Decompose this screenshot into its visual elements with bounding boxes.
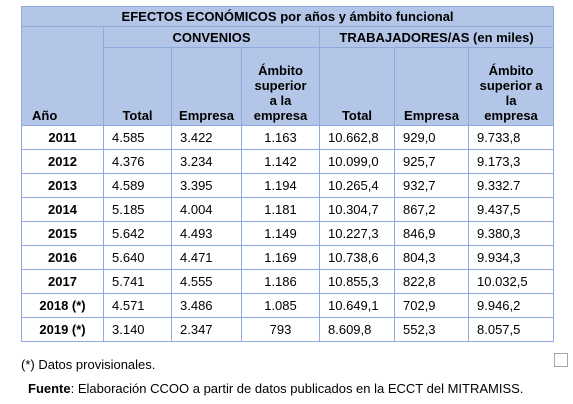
- header-ambito2-line-1: Ámbito: [488, 63, 534, 78]
- cell-convenios-total: 4.571: [103, 293, 172, 318]
- header-year: Año: [21, 26, 104, 126]
- cell-convenios-total: 4.589: [103, 173, 172, 198]
- table-title: EFECTOS ECONÓMICOS por años y ámbito fun…: [20, 6, 555, 27]
- footnote: (*) Datos provisionales.: [21, 357, 156, 372]
- cell-trabajadores-empresa: 804,3: [394, 245, 469, 270]
- cell-trabajadores-total: 10.662,8: [319, 125, 395, 150]
- row-year: 2011: [21, 125, 104, 150]
- cell-trabajadores-total: 10.304,7: [319, 197, 395, 222]
- source-text: : Elaboración CCOO a partir de datos pub…: [70, 381, 524, 396]
- source-note: Fuente: Elaboración CCOO a partir de dat…: [28, 381, 523, 396]
- header-ambito-line-3: a la: [269, 93, 292, 108]
- cell-convenios-empresa: 4.493: [171, 221, 242, 246]
- cell-trabajadores-total: 10.265,4: [319, 173, 395, 198]
- row-year: 2015: [21, 221, 104, 246]
- effects-table: EFECTOS ECONÓMICOS por años y ámbito fun…: [20, 6, 555, 342]
- cell-convenios-total: 5.642: [103, 221, 172, 246]
- cell-trabajadores-ambito: 9.946,2: [467, 293, 555, 318]
- table-row: 2011 4.585 3.422 1.163 10.662,8 929,0 9.733,8: [21, 125, 555, 150]
- corner-checkbox[interactable]: [554, 353, 568, 367]
- cell-convenios-ambito: 1.186: [241, 269, 320, 294]
- cell-convenios-empresa: 4.004: [171, 197, 242, 222]
- row-year: 2018 (*): [21, 293, 104, 318]
- table-row: 2017 5.741 4.555 1.186 10.855,3 822,8 10.032,5: [21, 269, 555, 294]
- group-convenios: CONVENIOS: [103, 26, 320, 48]
- header-ambito-line-1: Ámbito: [258, 63, 303, 78]
- cell-convenios-total: 5.185: [103, 197, 172, 222]
- table-body: 2011 4.585 3.422 1.163 10.662,8 929,0 9.733,8 2…: [21, 125, 555, 342]
- header-ambito-line-2: superior: [254, 78, 307, 93]
- group-trabajadores: TRABAJADORES/AS (en miles): [318, 26, 555, 48]
- header-ambito2-line-2: superior a: [479, 78, 543, 93]
- table-row: 2012 4.376 3.234 1.142 10.099,0 925,7 9.173,3: [21, 149, 555, 174]
- cell-convenios-ambito: 1.163: [241, 125, 320, 150]
- cell-convenios-total: 4.585: [103, 125, 172, 150]
- table-row: 2018 (*) 4.571 3.486 1.085 10.649,1 702,9 9.94…: [21, 293, 555, 318]
- cell-trabajadores-ambito: 9.733,8: [467, 125, 555, 150]
- cell-convenios-ambito: 1.149: [241, 221, 320, 246]
- cell-trabajadores-ambito: 9.934,3: [467, 245, 555, 270]
- header-ambito2-line-4: empresa: [484, 108, 538, 123]
- cell-convenios-empresa: 4.471: [171, 245, 242, 270]
- cell-trabajadores-total: 10.738,6: [319, 245, 395, 270]
- header-ambito-2: Ámbito superior a la empresa: [467, 47, 555, 126]
- cell-trabajadores-ambito: 9.380,3: [467, 221, 555, 246]
- cell-trabajadores-ambito: 8.057,5: [467, 317, 555, 342]
- cell-trabajadores-ambito: 9.332.7: [467, 173, 555, 198]
- row-year: 2013: [21, 173, 104, 198]
- cell-trabajadores-empresa: 702,9: [394, 293, 469, 318]
- table-row: 2014 5.185 4.004 1.181 10.304,7 867,2 9.437,5: [21, 197, 555, 222]
- cell-trabajadores-ambito: 10.032,5: [467, 269, 555, 294]
- cell-convenios-empresa: 3.234: [171, 149, 242, 174]
- cell-convenios-empresa: 3.395: [171, 173, 242, 198]
- table-row: 2016 5.640 4.471 1.169 10.738,6 804,3 9.934,3: [21, 245, 555, 270]
- cell-trabajadores-empresa: 846,9: [394, 221, 469, 246]
- cell-trabajadores-ambito: 9.437,5: [467, 197, 555, 222]
- cell-convenios-ambito: 1.181: [241, 197, 320, 222]
- cell-trabajadores-empresa: 822,8: [394, 269, 469, 294]
- cell-trabajadores-empresa: 867,2: [394, 197, 469, 222]
- cell-convenios-total: 5.640: [103, 245, 172, 270]
- source-label: Fuente: [28, 381, 71, 396]
- header-ambito-line-4: empresa: [253, 108, 308, 123]
- cell-convenios-total: 4.376: [103, 149, 172, 174]
- header-ambito: Ámbito superior a la empresa: [241, 47, 320, 126]
- row-year: 2016: [21, 245, 104, 270]
- cell-convenios-empresa: 2.347: [171, 317, 242, 342]
- cell-trabajadores-empresa: 929,0: [394, 125, 469, 150]
- cell-trabajadores-total: 10.855,3: [319, 269, 395, 294]
- cell-trabajadores-empresa: 552,3: [394, 317, 469, 342]
- row-year: 2019 (*): [21, 317, 104, 342]
- header-total: Total: [103, 47, 172, 126]
- header-total-2: Total: [319, 47, 395, 126]
- cell-trabajadores-total: 10.649,1: [319, 293, 395, 318]
- header-empresa-2: Empresa: [394, 47, 469, 126]
- table-row: 2015 5.642 4.493 1.149 10.227,3 846,9 9.380,3: [21, 221, 555, 246]
- cell-convenios-ambito: 793: [241, 317, 320, 342]
- cell-trabajadores-ambito: 9.173,3: [467, 149, 555, 174]
- cell-trabajadores-total: 10.227,3: [319, 221, 395, 246]
- table-row: 2019 (*) 3.140 2.347 793 8.609,8 552,3 8.057,5: [21, 317, 555, 342]
- cell-trabajadores-total: 8.609,8: [319, 317, 395, 342]
- cell-convenios-total: 3.140: [103, 317, 172, 342]
- row-year: 2012: [21, 149, 104, 174]
- header-ambito2-line-3: la: [505, 93, 517, 108]
- row-year: 2014: [21, 197, 104, 222]
- cell-convenios-empresa: 3.422: [171, 125, 242, 150]
- table-wrapper: EFECTOS ECONÓMICOS por años y ámbito fun…: [20, 6, 555, 342]
- cell-convenios-ambito: 1.085: [241, 293, 320, 318]
- table-row: 2013 4.589 3.395 1.194 10.265,4 932,7 9.332.7: [21, 173, 555, 198]
- cell-convenios-total: 5.741: [103, 269, 172, 294]
- cell-convenios-ambito: 1.169: [241, 245, 320, 270]
- cell-convenios-ambito: 1.194: [241, 173, 320, 198]
- cell-trabajadores-empresa: 932,7: [394, 173, 469, 198]
- cell-convenios-empresa: 3.486: [171, 293, 242, 318]
- header-empresa: Empresa: [171, 47, 242, 126]
- cell-trabajadores-total: 10.099,0: [319, 149, 395, 174]
- cell-convenios-ambito: 1.142: [241, 149, 320, 174]
- row-year: 2017: [21, 269, 104, 294]
- cell-convenios-empresa: 4.555: [171, 269, 242, 294]
- cell-trabajadores-empresa: 925,7: [394, 149, 469, 174]
